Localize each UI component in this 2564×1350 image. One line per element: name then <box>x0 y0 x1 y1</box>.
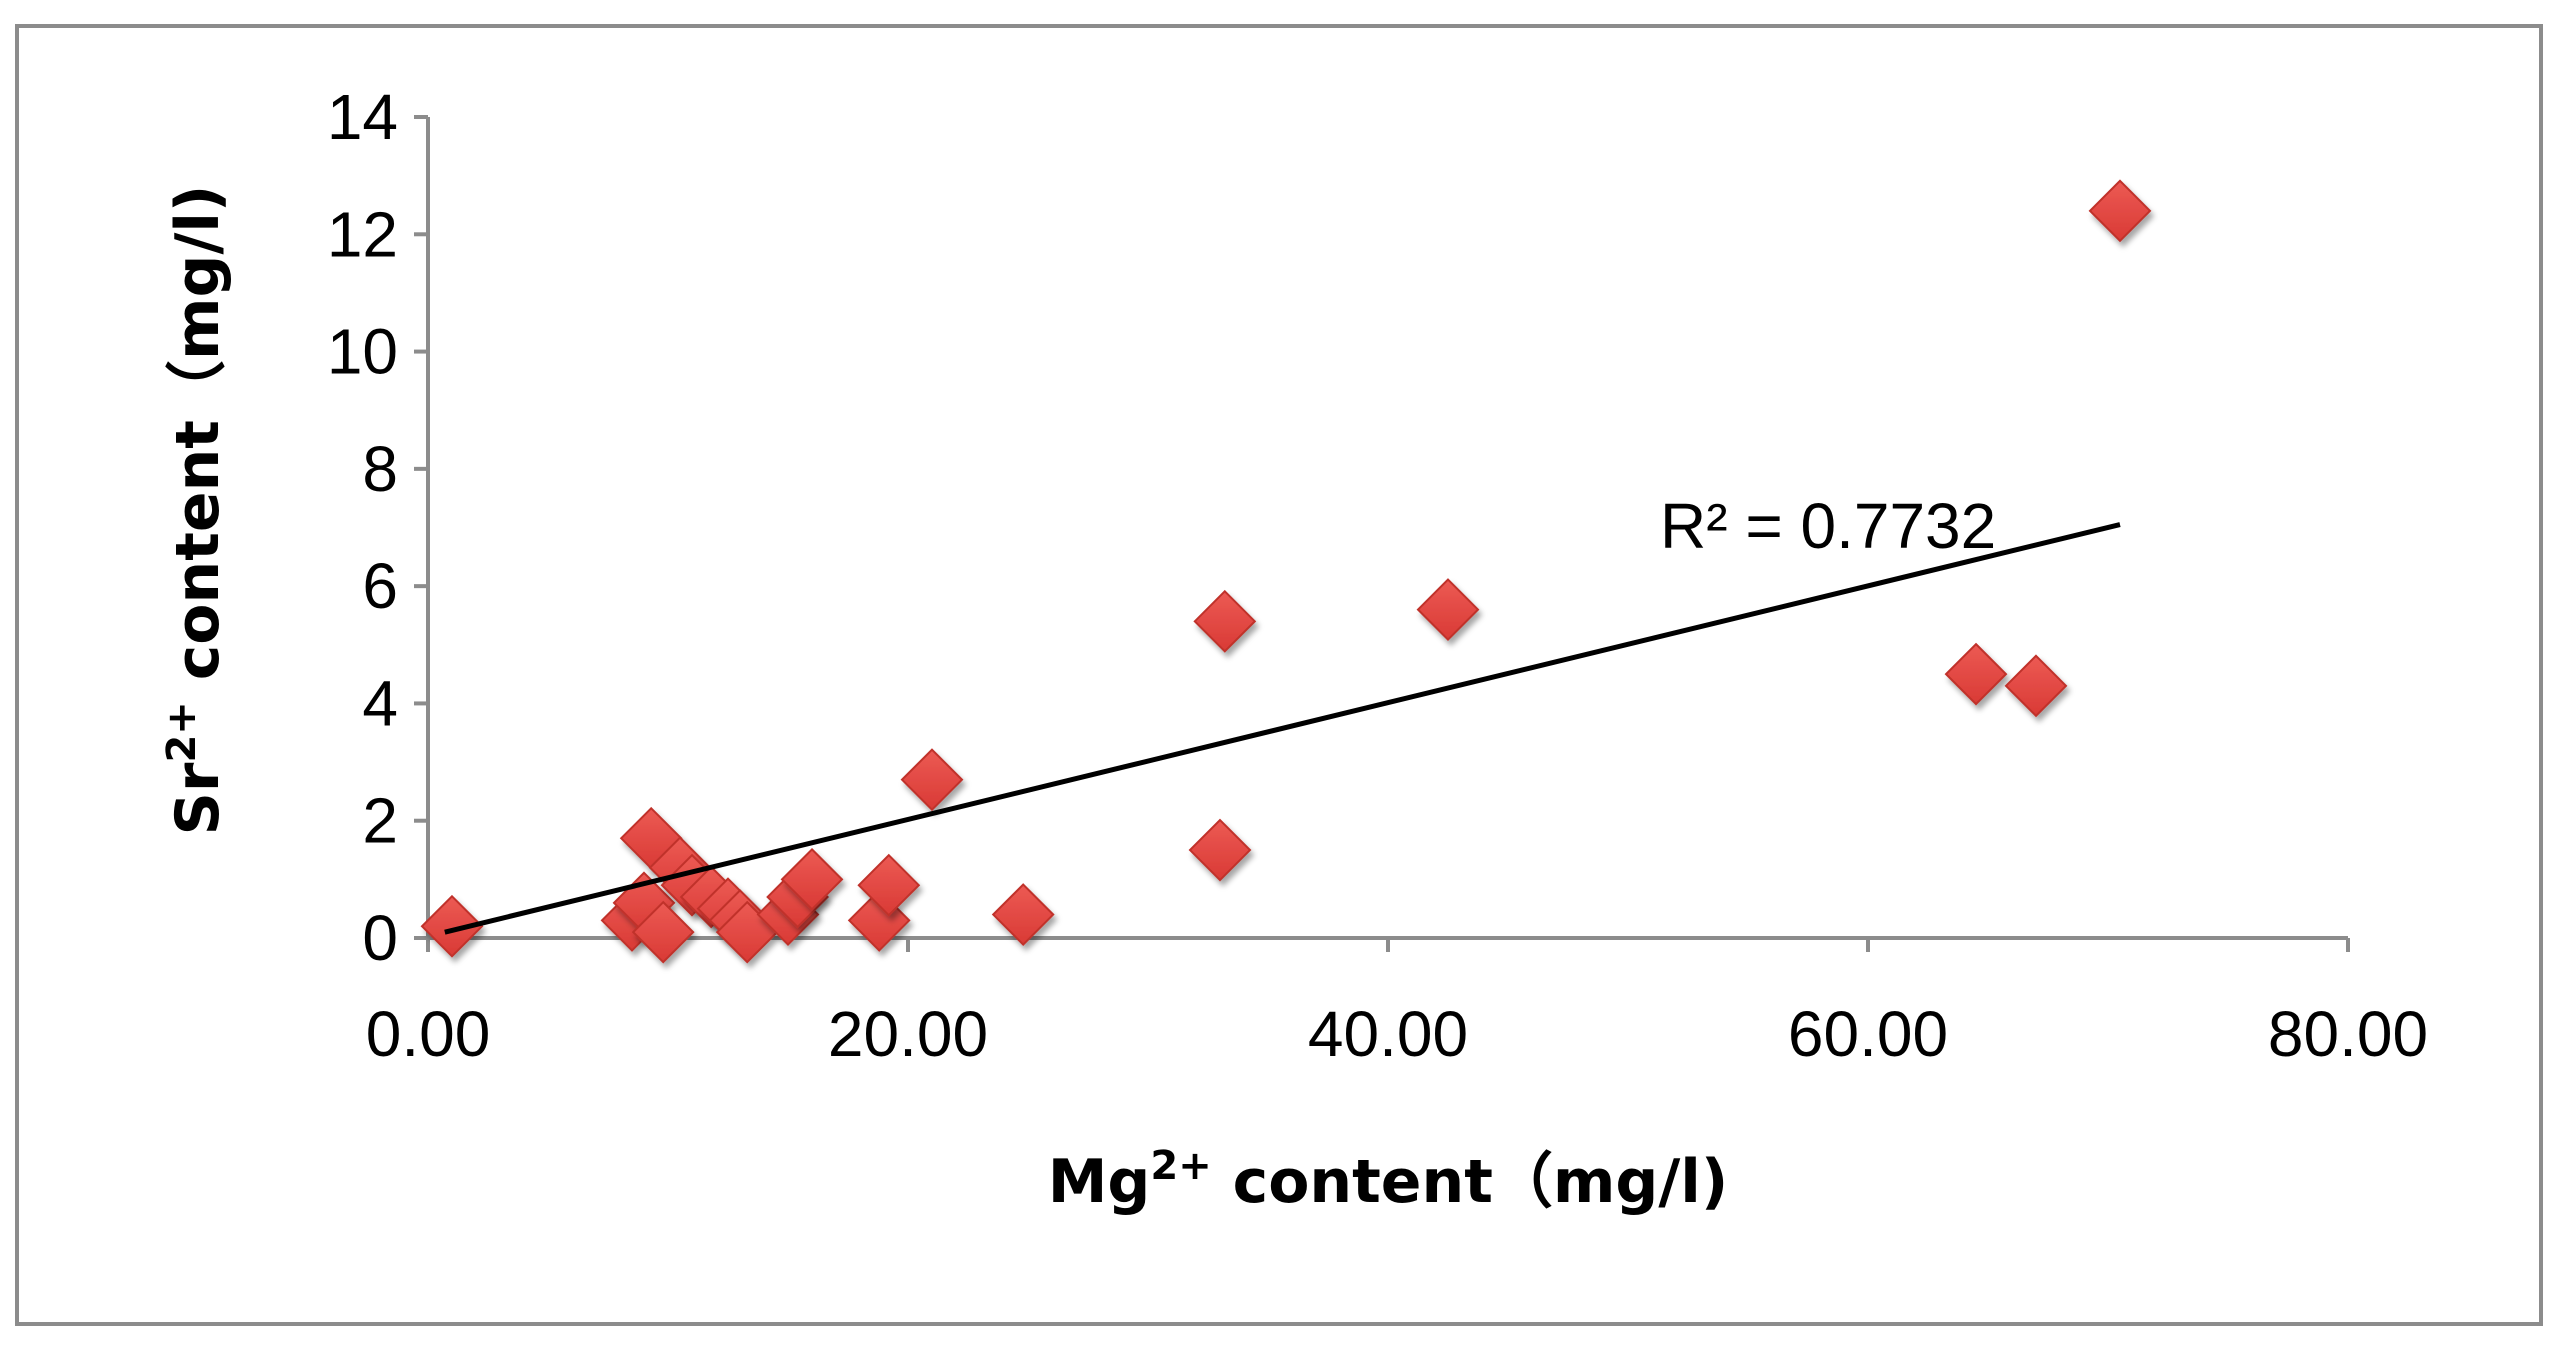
data-point <box>991 883 1055 946</box>
x-axis-title-suffix: content（mg/l) <box>1212 1147 1729 1217</box>
x-tick-label: 40.00 <box>1308 998 1468 1070</box>
data-point <box>1416 578 1480 642</box>
y-tick-label: 8 <box>362 433 398 505</box>
data-point <box>420 894 484 958</box>
data-point <box>780 847 844 911</box>
x-tick-label: 60.00 <box>1788 998 1948 1070</box>
y-axis-title-superscript: 2+ <box>159 701 205 762</box>
y-tick-label: 0 <box>362 902 398 974</box>
x-axis-title: Mg2+ content（mg/l) <box>1048 1143 1729 1217</box>
y-tick-label: 6 <box>362 550 398 622</box>
trendline <box>444 522 2121 935</box>
y-tick-label: 4 <box>362 667 398 739</box>
x-axis-ticks: 0.00 20.00 40.00 60.00 80.00 <box>366 938 2428 1070</box>
trendline-group <box>444 522 2121 935</box>
data-point <box>857 853 921 917</box>
x-tick-label: 0.00 <box>366 998 491 1070</box>
data-point <box>1193 589 1257 653</box>
y-tick-label: 12 <box>327 198 398 270</box>
x-axis-title-prefix: Mg <box>1048 1147 1151 1217</box>
axes <box>426 117 2348 940</box>
y-tick-label: 2 <box>362 785 398 857</box>
data-point <box>2004 654 2068 718</box>
data-point <box>1188 818 1252 882</box>
y-tick-label: 14 <box>327 81 398 153</box>
r-squared-annotation: R² = 0.7732 <box>1660 490 1996 562</box>
y-axis-title: Sr2+ content（mg/l) <box>159 185 233 836</box>
y-axis-title-prefix: Sr <box>163 762 233 835</box>
chart-frame <box>15 24 2543 1326</box>
x-axis-title-superscript: 2+ <box>1150 1143 1211 1189</box>
x-tick-label: 20.00 <box>828 998 988 1070</box>
y-axis-ticks: 0 2 4 6 8 10 12 14 <box>327 81 428 974</box>
y-axis-title-suffix: content（mg/l) <box>163 185 233 702</box>
data-point <box>900 748 964 812</box>
data-points <box>420 179 2152 964</box>
data-point <box>2088 179 2152 243</box>
x-tick-label: 80.00 <box>2268 998 2428 1070</box>
y-tick-label: 10 <box>327 316 398 388</box>
data-point <box>631 900 695 964</box>
data-point <box>1944 642 2008 706</box>
